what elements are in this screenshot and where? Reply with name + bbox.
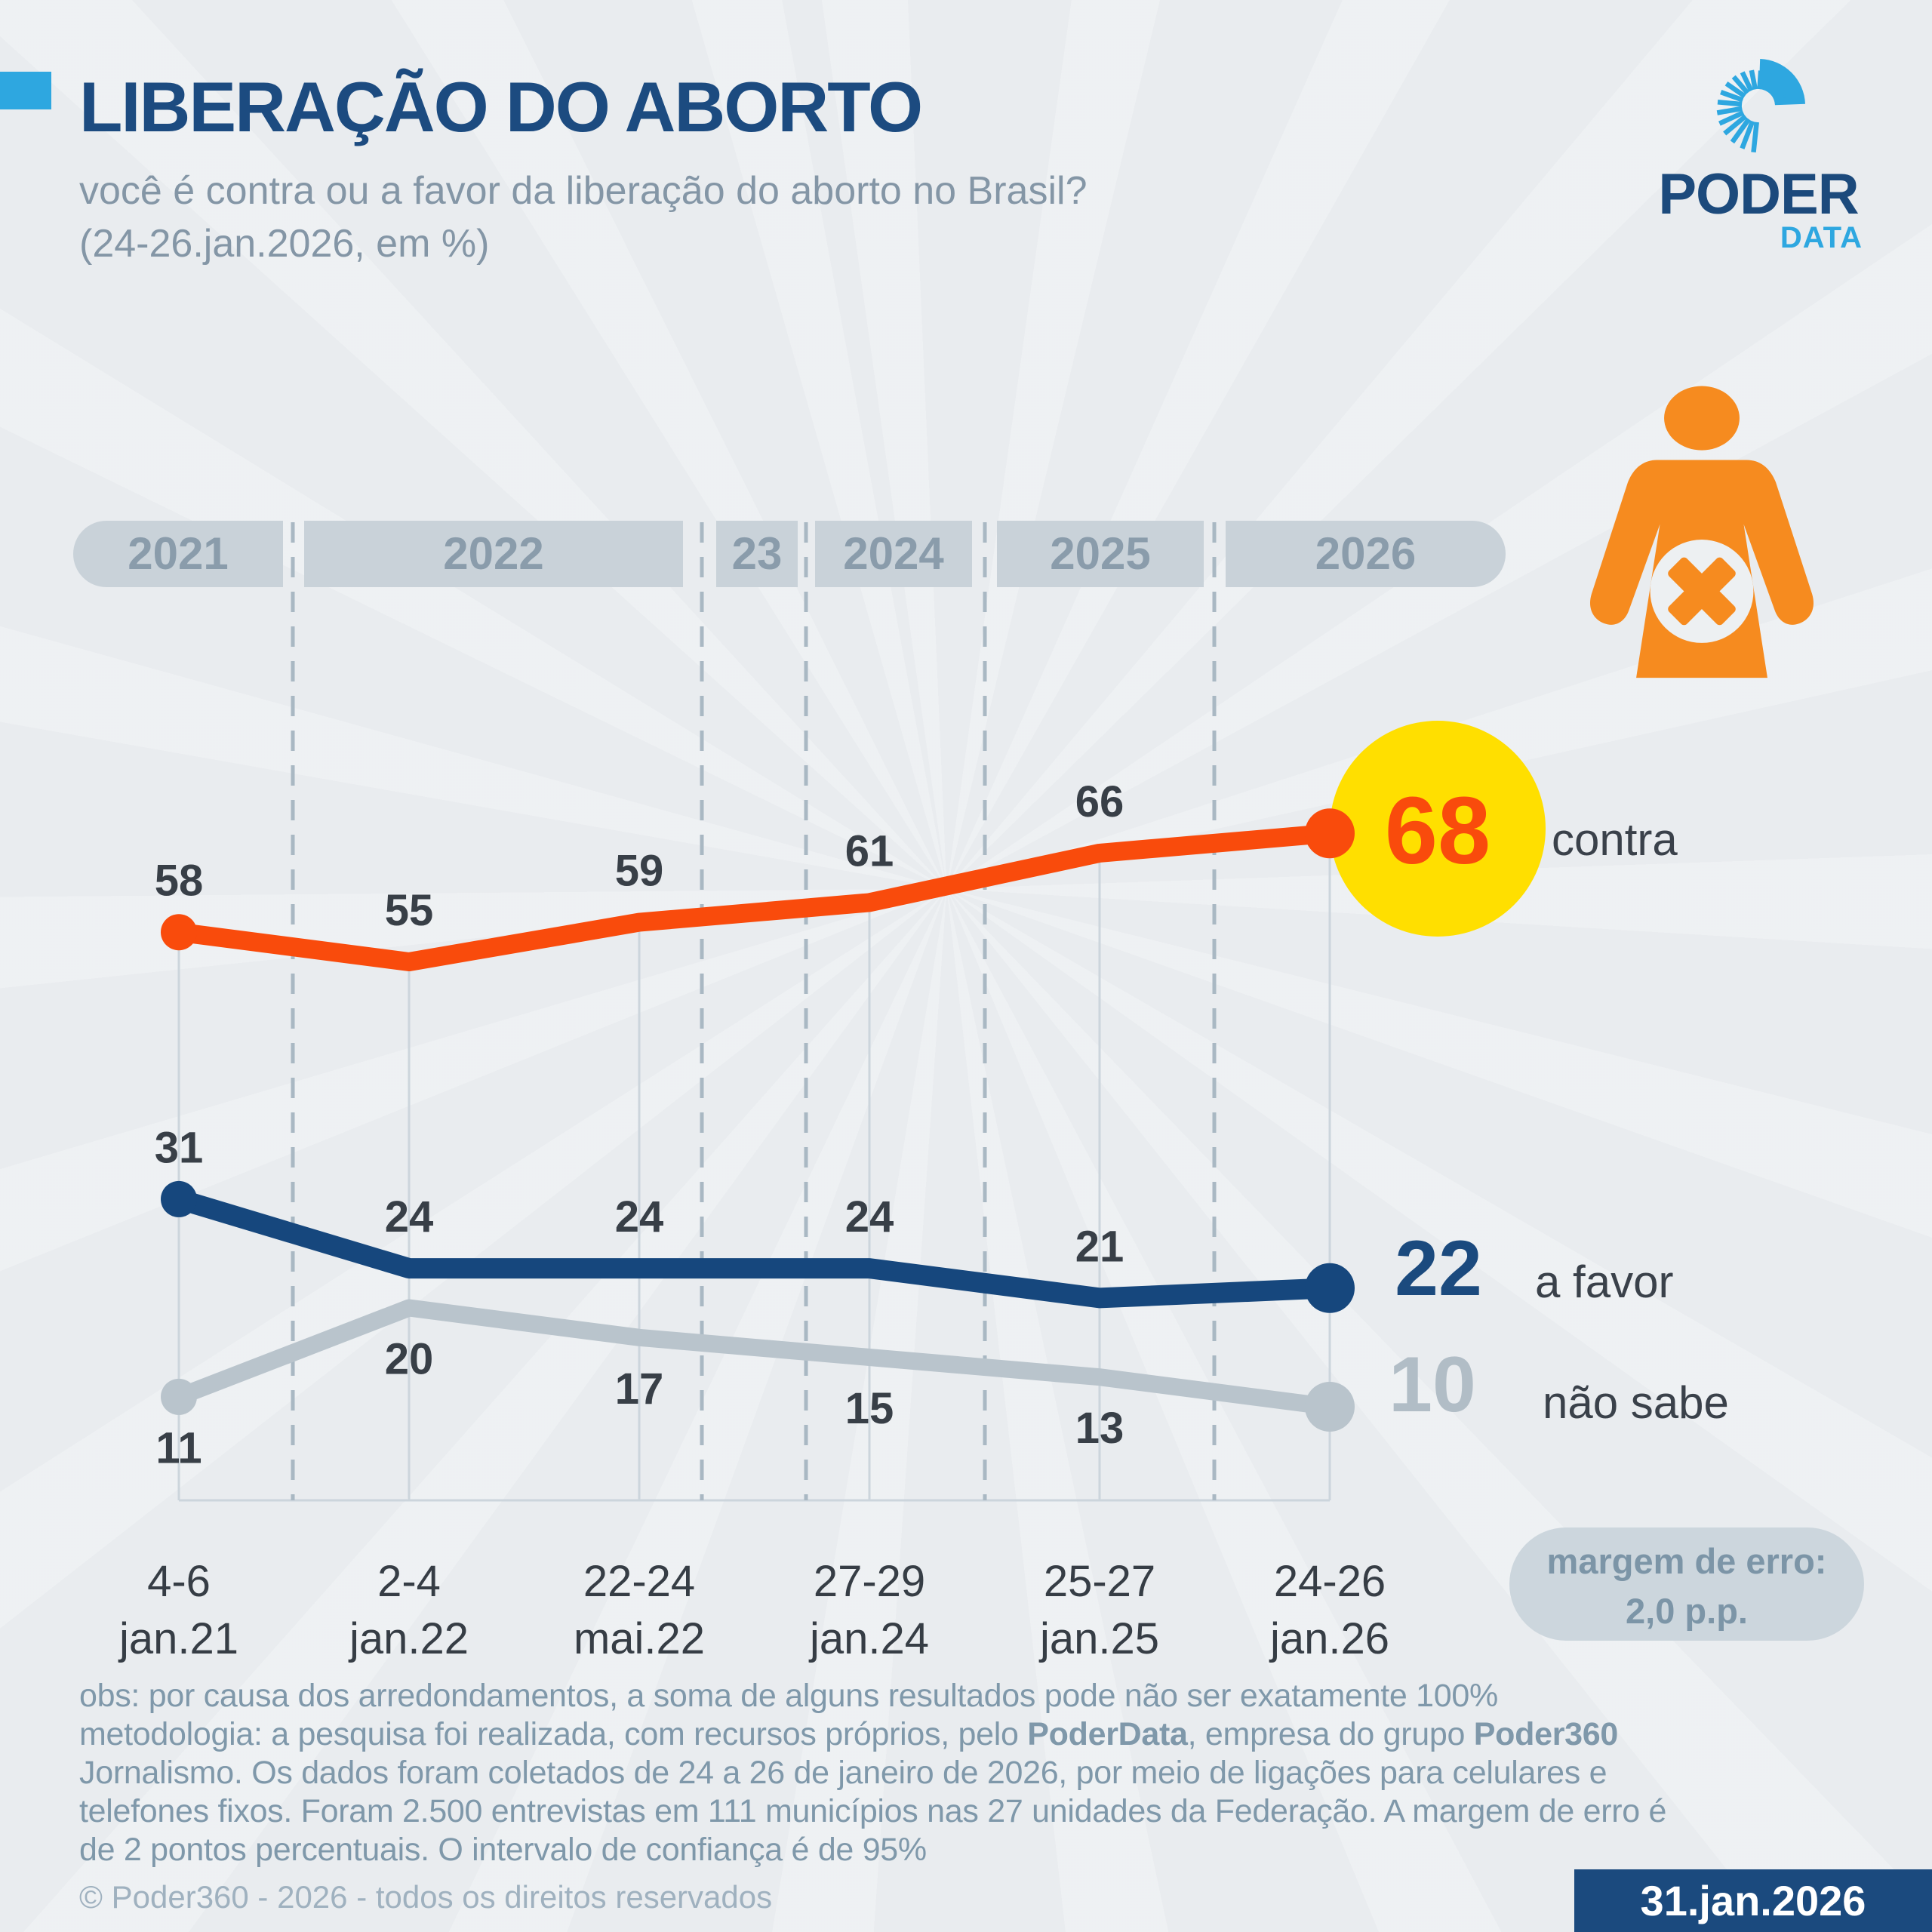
svg-text:17: 17 [615, 1364, 664, 1414]
publication-date-badge: 31.jan.2026 [1574, 1869, 1932, 1932]
page-subtitle: você é contra ou a favor da liberação do… [79, 165, 1088, 270]
x-label-jan24: 27-29 jan.24 [809, 1557, 930, 1663]
year-segment-2026: 2026 [1226, 521, 1506, 587]
x-label-jan21: 4-6 jan.21 [118, 1557, 239, 1663]
copyright: © Poder360 - 2026 - todos os direitos re… [79, 1879, 773, 1915]
final-value-a-favor: 22 [1395, 1225, 1482, 1312]
svg-text:31: 31 [155, 1123, 204, 1172]
svg-text:20: 20 [385, 1335, 434, 1384]
page-title: LIBERAÇÃO DO ABORTO [79, 67, 923, 146]
methodology-line: metodologia: a pesquisa foi realizada, c… [79, 1716, 1618, 1752]
svg-text:55: 55 [385, 886, 434, 935]
svg-text:58: 58 [155, 857, 204, 906]
series-label-a-favor: a favor [1535, 1257, 1674, 1307]
logo-sub: DATA [1780, 221, 1863, 254]
x-label-jan22: 2-4 jan.22 [349, 1557, 469, 1663]
subtitle-question: você é contra ou a favor da liberação do… [79, 169, 1088, 213]
poderdata-logo: PODER DATA [1653, 53, 1864, 255]
final-value-nao-sabe: 10 [1389, 1341, 1476, 1429]
svg-text:13: 13 [1075, 1404, 1124, 1453]
logo-word: PODER [1658, 162, 1859, 226]
svg-text:59: 59 [615, 847, 664, 896]
year-segment-2024: 2024 [815, 521, 972, 587]
x-label-jan25: 25-27 jan.25 [1039, 1557, 1160, 1663]
final-value-contra: 68 [1384, 777, 1491, 884]
year-segment-2025: 2025 [997, 521, 1204, 587]
series-label-nao-sabe: não sabe [1543, 1377, 1729, 1428]
accent-square [0, 72, 51, 109]
highlight-circle [1330, 721, 1546, 937]
year-segment-2022: 2022 [304, 521, 683, 587]
series-label-contra: contra [1552, 814, 1678, 865]
svg-text:24: 24 [385, 1192, 434, 1241]
svg-text:66: 66 [1075, 777, 1124, 826]
year-segment-2021: 2021 [73, 521, 283, 587]
pregnant-woman-icon [1590, 386, 1814, 678]
year-segment-2023: 23 [716, 521, 798, 587]
svg-text:24: 24 [845, 1192, 894, 1241]
footnotes: obs: por causa dos arredondamentos, a so… [79, 1677, 1890, 1869]
x-label-jan26: 24-26 jan.26 [1269, 1557, 1390, 1663]
svg-text:24: 24 [615, 1192, 664, 1241]
sunburst-logo-icon [1716, 59, 1805, 153]
svg-text:11: 11 [155, 1423, 202, 1472]
obs-line: obs: por causa dos arredondamentos, a so… [79, 1678, 1498, 1714]
x-label-mai22: 22-24 mai.22 [573, 1557, 706, 1663]
svg-text:15: 15 [845, 1384, 894, 1433]
svg-text:61: 61 [845, 826, 894, 875]
margin-of-error-badge: margem de erro: 2,0 p.p. [1509, 1527, 1864, 1641]
svg-text:21: 21 [1075, 1222, 1124, 1271]
subtitle-period: (24-26.jan.2026, em %) [79, 222, 490, 266]
